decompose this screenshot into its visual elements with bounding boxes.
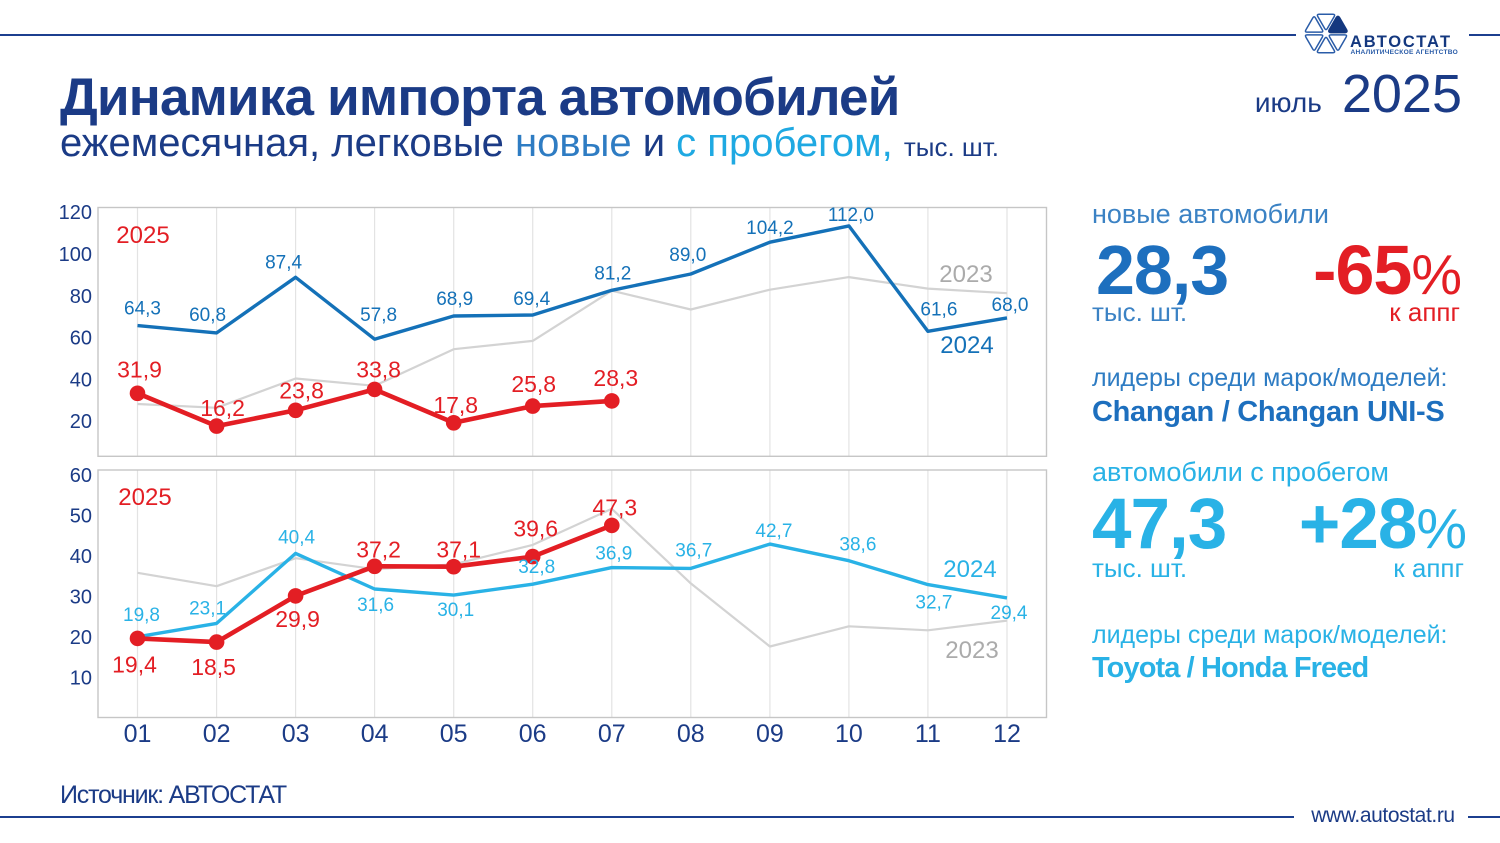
svg-text:100: 100 xyxy=(59,244,92,266)
svg-text:АВТОСТАТ: АВТОСТАТ xyxy=(1350,33,1452,51)
svg-text:16,2: 16,2 xyxy=(200,395,245,421)
svg-text:19,8: 19,8 xyxy=(123,605,160,626)
svg-text:57,8: 57,8 xyxy=(360,305,397,326)
svg-text:АНАЛИТИЧЕСКОЕ АГЕНТСТВО: АНАЛИТИЧЕСКОЕ АГЕНТСТВО xyxy=(1351,49,1458,56)
svg-text:06: 06 xyxy=(519,720,547,748)
svg-text:2023: 2023 xyxy=(939,261,992,288)
svg-text:37,2: 37,2 xyxy=(356,536,401,562)
svg-text:2025: 2025 xyxy=(118,484,171,511)
svg-text:10: 10 xyxy=(70,668,92,690)
svg-text:32,8: 32,8 xyxy=(518,557,555,578)
svg-text:64,3: 64,3 xyxy=(124,299,161,320)
svg-text:33,8: 33,8 xyxy=(356,356,401,382)
svg-text:60,8: 60,8 xyxy=(189,305,226,326)
svg-text:89,0: 89,0 xyxy=(669,245,706,266)
svg-text:37,1: 37,1 xyxy=(436,537,481,563)
svg-text:28,3: 28,3 xyxy=(593,365,638,391)
svg-text:30,1: 30,1 xyxy=(437,600,474,621)
svg-text:50: 50 xyxy=(70,506,92,528)
svg-text:10: 10 xyxy=(835,720,863,748)
svg-text:68,9: 68,9 xyxy=(436,289,473,310)
svg-text:36,9: 36,9 xyxy=(595,544,632,565)
svg-text:68,0: 68,0 xyxy=(992,295,1029,316)
svg-text:08: 08 xyxy=(677,720,705,748)
svg-text:02: 02 xyxy=(203,720,231,748)
svg-text:17,8: 17,8 xyxy=(433,392,478,418)
svg-text:20: 20 xyxy=(70,411,92,433)
svg-text:38,6: 38,6 xyxy=(839,535,876,556)
svg-text:29,9: 29,9 xyxy=(275,606,320,632)
svg-text:31,6: 31,6 xyxy=(357,595,394,616)
svg-text:60: 60 xyxy=(70,328,92,350)
svg-text:69,4: 69,4 xyxy=(513,289,550,310)
svg-text:40: 40 xyxy=(70,546,92,568)
svg-text:29,4: 29,4 xyxy=(991,603,1028,624)
svg-text:12: 12 xyxy=(993,720,1021,748)
svg-text:2024: 2024 xyxy=(943,556,996,583)
svg-text:40: 40 xyxy=(70,369,92,391)
svg-text:23,1: 23,1 xyxy=(189,598,226,619)
svg-text:42,7: 42,7 xyxy=(755,521,792,542)
svg-text:61,6: 61,6 xyxy=(920,299,957,320)
svg-text:112,0: 112,0 xyxy=(828,205,874,226)
svg-text:87,4: 87,4 xyxy=(265,252,302,273)
svg-text:31,9: 31,9 xyxy=(117,356,162,382)
svg-text:11: 11 xyxy=(915,720,941,748)
svg-text:36,7: 36,7 xyxy=(675,540,712,561)
svg-text:04: 04 xyxy=(361,720,389,748)
svg-text:05: 05 xyxy=(440,720,468,748)
svg-text:39,6: 39,6 xyxy=(513,516,558,542)
svg-text:47,3: 47,3 xyxy=(592,494,637,520)
svg-text:2024: 2024 xyxy=(940,332,993,359)
svg-text:25,8: 25,8 xyxy=(511,371,556,397)
svg-text:18,5: 18,5 xyxy=(191,654,236,680)
svg-text:20: 20 xyxy=(70,627,92,649)
svg-text:2025: 2025 xyxy=(116,222,169,249)
svg-text:60: 60 xyxy=(70,465,92,487)
svg-text:80: 80 xyxy=(70,286,92,308)
svg-text:09: 09 xyxy=(756,720,784,748)
svg-text:32,7: 32,7 xyxy=(915,593,952,614)
svg-text:19,4: 19,4 xyxy=(112,651,157,677)
svg-text:2023: 2023 xyxy=(945,637,998,664)
svg-text:120: 120 xyxy=(59,202,92,224)
svg-text:07: 07 xyxy=(598,720,626,748)
svg-text:01: 01 xyxy=(124,720,152,748)
svg-text:03: 03 xyxy=(282,720,310,748)
svg-text:30: 30 xyxy=(70,587,92,609)
svg-text:23,8: 23,8 xyxy=(279,377,324,403)
svg-text:40,4: 40,4 xyxy=(278,527,315,548)
svg-text:104,2: 104,2 xyxy=(746,218,794,239)
svg-text:81,2: 81,2 xyxy=(594,263,631,284)
